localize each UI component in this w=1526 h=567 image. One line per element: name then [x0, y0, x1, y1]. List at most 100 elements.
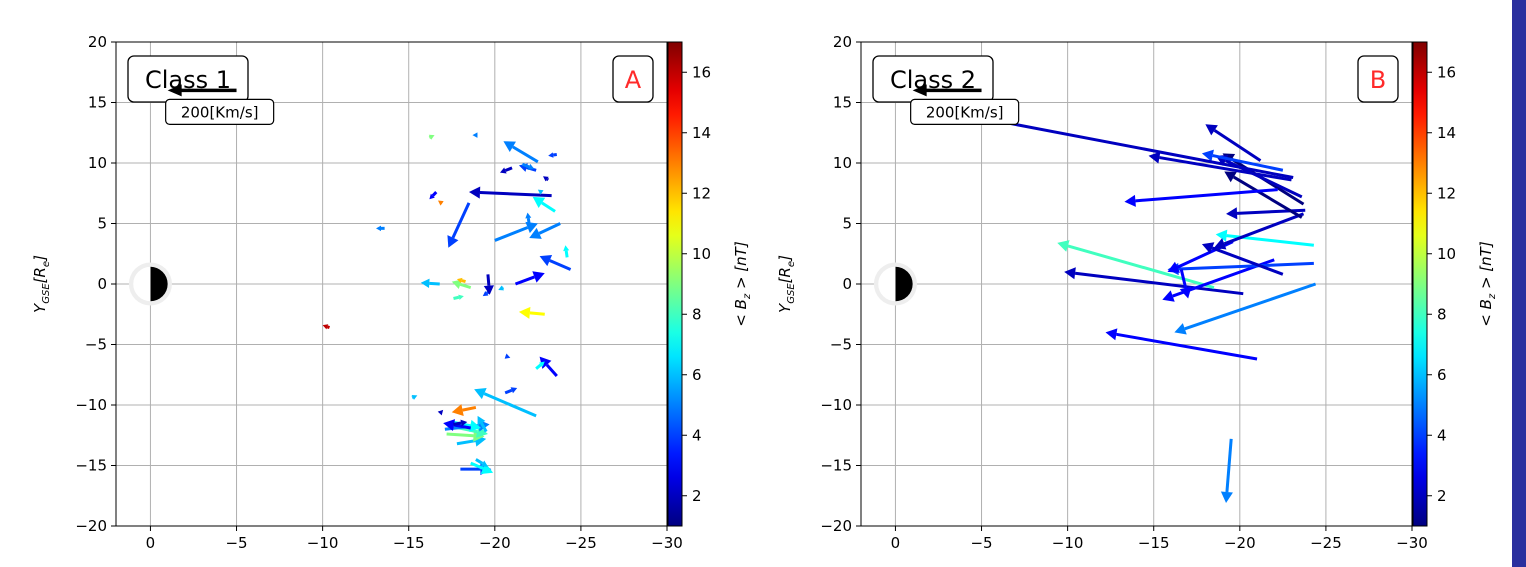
velocity-arrow-head — [437, 409, 444, 416]
colorbar-label: < Bz > [nT] — [1477, 241, 1498, 327]
x-tick-label: −30 — [1396, 534, 1428, 552]
velocity-arrow-head — [1201, 149, 1214, 162]
colorbar-label: < Bz > [nT] — [732, 241, 753, 327]
velocity-arrow-head — [539, 361, 545, 367]
reference-label-box — [165, 98, 275, 126]
velocity-arrow-head — [437, 200, 444, 206]
velocity-arrow-head — [1215, 229, 1228, 242]
y-tick-label: 0 — [97, 275, 107, 293]
colorbar-tick-label: 14 — [1437, 124, 1456, 142]
quiver-chart-class-1: 0 −5 −10 −15 −20 −25 −30 −20 −15 −10 −5 0 5 10 15 20 YGS… — [31, 33, 753, 552]
velocity-arrow-head — [504, 353, 511, 359]
colorbar-tick-label: 12 — [692, 184, 711, 202]
velocity-arrow-head — [537, 189, 544, 195]
velocity-arrow — [1178, 261, 1314, 271]
reference-arrow-label: 200[Km/s] — [181, 103, 259, 121]
colorbar-tick-label: 8 — [692, 305, 702, 323]
velocity-vectors — [957, 109, 1317, 504]
panel-letter: A — [625, 66, 642, 94]
velocity-arrow-head — [456, 277, 463, 284]
velocity-arrow-head — [1167, 261, 1181, 273]
axis-ticks: 0 −5 −10 −15 −20 −25 −30 −20 −15 −10 −5 0 5 10 15 20 — [75, 33, 682, 552]
velocity-arrow — [552, 153, 558, 157]
velocity-arrow-head — [475, 425, 488, 438]
x-tick-label: −25 — [565, 534, 597, 552]
velocity-arrow — [1213, 129, 1262, 162]
velocity-arrow-head — [539, 254, 553, 267]
velocity-arrow-head — [1220, 491, 1233, 504]
x-tick-label: −15 — [393, 534, 425, 552]
y-tick-label: 10 — [833, 154, 852, 172]
x-tick-label: −30 — [651, 534, 683, 552]
velocity-arrow-head — [480, 462, 494, 474]
y-tick-label: 20 — [833, 33, 852, 51]
panel-letter-box — [612, 55, 654, 103]
x-tick-label: −25 — [1310, 534, 1342, 552]
colorbar-tick-label: 4 — [1437, 426, 1447, 444]
velocity-arrow-head — [482, 290, 489, 297]
velocity-arrow — [1211, 246, 1284, 276]
colorbar-tick-label: 12 — [1437, 184, 1456, 202]
velocity-arrow — [1236, 208, 1306, 215]
y-tick-label: 15 — [833, 94, 852, 112]
x-tick-label: −20 — [479, 534, 511, 552]
velocity-arrow — [514, 275, 535, 286]
velocity-arrow — [1067, 244, 1215, 290]
velocity-arrow-head — [474, 388, 487, 400]
velocity-arrow — [475, 458, 484, 465]
velocity-arrow — [1212, 154, 1284, 172]
colorbar-tick-label: 16 — [1437, 63, 1456, 81]
reference-arrow-head — [167, 84, 182, 97]
velocity-arrow-head — [1179, 286, 1192, 299]
velocity-arrow-head — [1174, 323, 1187, 335]
velocity-arrow — [1179, 269, 1188, 289]
y-tick-label: 0 — [842, 275, 852, 293]
y-tick-label: −20 — [820, 517, 852, 535]
colorbar — [1412, 41, 1428, 527]
velocity-arrow-head — [543, 176, 549, 182]
velocity-arrow — [483, 392, 537, 418]
velocity-arrow-head — [322, 324, 329, 330]
velocity-arrow — [470, 461, 484, 470]
earth-dayside — [150, 266, 168, 302]
colorbar-tick-label: 6 — [692, 366, 702, 384]
velocity-arrow — [1135, 188, 1278, 203]
axis-ticks: 0 −5 −10 −15 −20 −25 −30 −20 −15 −10 −5 0 5 10 15 20 — [820, 33, 1427, 552]
y-tick-label: −15 — [820, 457, 852, 475]
velocity-arrow-head — [429, 193, 435, 200]
velocity-arrow-head — [458, 294, 464, 300]
velocity-arrow-head — [451, 279, 462, 289]
x-tick-label: −10 — [307, 534, 339, 552]
velocity-arrow-head — [1213, 238, 1227, 250]
earth-dayside — [895, 266, 913, 302]
velocity-arrow-head — [1064, 267, 1076, 280]
earth-nightside — [133, 266, 151, 302]
quiver-chart-class-2: 0 −5 −10 −15 −20 −25 −30 −20 −15 −10 −5 0 5 10 15 20 YGS… — [776, 33, 1498, 552]
velocity-arrow-head — [1205, 124, 1218, 136]
velocity-arrow — [326, 325, 331, 329]
colorbar-tick-label: 10 — [1437, 245, 1456, 263]
velocity-arrow-head — [477, 415, 486, 426]
reference-label-box — [910, 98, 1020, 126]
velocity-arrow-head — [499, 167, 507, 174]
velocity-arrow — [453, 421, 462, 426]
velocity-arrow — [1233, 175, 1303, 219]
velocity-arrow — [526, 217, 531, 225]
colorbar-tick-label: 2 — [1437, 487, 1447, 505]
velocity-arrow — [453, 423, 471, 430]
velocity-arrow-head — [1148, 151, 1161, 164]
velocity-arrow-head — [451, 404, 464, 417]
y-tick-label: −5 — [85, 336, 107, 354]
velocity-arrow-head — [563, 245, 570, 252]
velocity-arrow-head — [1105, 328, 1118, 341]
velocity-arrow — [461, 279, 466, 284]
y-tick-label: −5 — [830, 336, 852, 354]
velocity-arrow — [1184, 282, 1317, 331]
velocity-arrow — [479, 191, 552, 198]
colorbar-tick-label: 10 — [692, 245, 711, 263]
velocity-arrow — [545, 363, 558, 377]
colorbar-tick-label: 4 — [692, 426, 702, 444]
velocity-arrow — [529, 311, 545, 316]
x-tick-label: −20 — [1224, 534, 1256, 552]
x-tick-label: −10 — [1052, 534, 1084, 552]
